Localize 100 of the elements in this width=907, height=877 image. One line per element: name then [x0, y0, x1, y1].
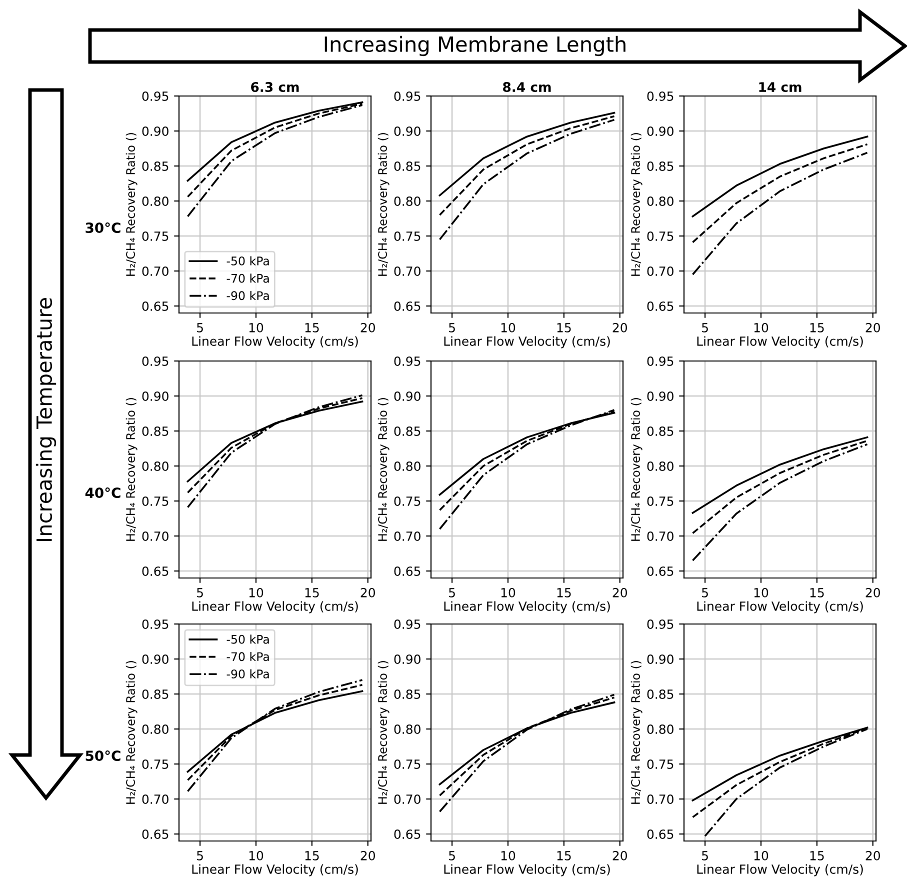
x-tick-label: 20 — [612, 322, 627, 332]
x-tick-label: 5 — [197, 323, 203, 332]
text: 40°C — [85, 487, 120, 498]
x-tick-label: 10 — [754, 850, 768, 860]
y-tick-label: 0.75 — [647, 231, 674, 241]
x-tick-label: 10 — [249, 850, 264, 860]
y-tick-label: 0.65 — [647, 829, 674, 839]
x-axis-title: Linear Flow Velocity (cm/s) — [444, 864, 610, 876]
y-tick-label: 0.90 — [142, 391, 168, 401]
x-tick-label: 15 — [305, 851, 319, 860]
y-axis-title: H₂/CH₄ Recovery Ratio () — [378, 661, 390, 804]
y-axis-title: H₂/CH₄ Recovery Ratio () — [630, 661, 642, 804]
y-tick-label: 0.70 — [142, 266, 168, 276]
x-tick-label: 10 — [501, 588, 516, 598]
y-tick-label: 0.80 — [394, 724, 420, 734]
y-tick-label: 0.85 — [394, 689, 420, 699]
y-axis-title: H₂/CH₄ Recovery Ratio () — [378, 398, 390, 541]
x-tick-label: 15 — [305, 323, 319, 332]
x-axis-title: Linear Flow Velocity (cm/s) — [192, 336, 358, 348]
text: 50°C — [86, 750, 120, 762]
legend-label: -90 kPa — [226, 669, 269, 678]
y-tick-label: 0.65 — [647, 301, 674, 311]
y-tick-label: 0.95 — [394, 619, 420, 629]
y-tick-label: 0.80 — [647, 461, 674, 471]
y-tick-label: 0.95 — [647, 356, 674, 366]
legend-label: -70 kPa — [226, 652, 269, 662]
y-tick-label: 0.95 — [142, 356, 168, 366]
x-tick-label: 5 — [702, 323, 708, 332]
y-tick-label: 0.65 — [142, 566, 168, 576]
chart-title: 6.3 cm — [251, 82, 299, 92]
y-axis-title: H₂/CH₄ Recovery Ratio () — [126, 398, 138, 541]
y-tick-label: 0.85 — [647, 689, 674, 699]
x-tick-label: 5 — [197, 851, 203, 860]
y-tick-label: 0.90 — [647, 391, 674, 401]
y-tick-label: 0.90 — [394, 654, 420, 664]
x-tick-label: 5 — [197, 588, 203, 598]
x-tick-label: 20 — [866, 588, 880, 598]
y-tick-label: 0.65 — [394, 301, 420, 311]
y-tick-label: 0.95 — [647, 619, 674, 629]
legend-label: -50 kPa — [226, 256, 269, 266]
y-tick-label: 0.75 — [394, 759, 420, 769]
y-tick-label: 0.65 — [394, 829, 420, 839]
chart-title: 14 cm — [759, 82, 802, 92]
legend-label: -90 kPa — [226, 290, 269, 300]
y-tick-label: 0.65 — [142, 829, 168, 839]
y-tick-label: 0.85 — [394, 426, 420, 436]
y-tick-label: 0.75 — [394, 231, 420, 241]
x-tick-label: 20 — [360, 322, 375, 332]
x-tick-label: 20 — [866, 850, 880, 860]
x-tick-label: 15 — [305, 588, 319, 598]
y-tick-label: 0.70 — [647, 794, 674, 804]
y-tick-label: 0.80 — [142, 196, 168, 206]
y-tick-label: 0.85 — [142, 161, 168, 171]
y-tick-label: 0.70 — [142, 794, 168, 804]
y-tick-label: 0.95 — [394, 356, 420, 366]
x-tick-label: 20 — [360, 588, 375, 598]
y-tick-label: 0.90 — [142, 126, 168, 136]
x-tick-label: 10 — [249, 588, 264, 598]
x-axis-title: Linear Flow Velocity (cm/s) — [697, 336, 863, 348]
y-tick-label: 0.95 — [394, 91, 420, 101]
y-tick-label: 0.80 — [142, 724, 168, 734]
x-tick-label: 5 — [449, 851, 455, 860]
x-axis-title: Linear Flow Velocity (cm/s) — [444, 336, 610, 348]
x-axis-title: Linear Flow Velocity (cm/s) — [697, 864, 863, 876]
y-tick-label: 0.85 — [142, 426, 168, 436]
y-tick-label: 0.90 — [142, 654, 168, 664]
y-tick-label: 0.80 — [394, 196, 420, 206]
y-tick-label: 0.85 — [142, 689, 168, 699]
legend-label: -70 kPa — [226, 274, 269, 283]
x-tick-label: 5 — [702, 588, 708, 598]
x-tick-label: 15 — [810, 323, 824, 332]
y-tick-label: 0.75 — [142, 231, 168, 241]
y-tick-label: 0.70 — [394, 794, 420, 804]
x-tick-label: 20 — [612, 850, 627, 860]
legend-label: -50 kPa — [226, 634, 269, 644]
text: Increasing Membrane Length — [324, 36, 626, 56]
y-axis-title: H₂/CH₄ Recovery Ratio () — [378, 133, 390, 276]
y-axis-title: H₂/CH₄ Recovery Ratio () — [126, 133, 138, 276]
x-tick-label: 5 — [449, 323, 455, 332]
y-tick-label: 0.80 — [142, 461, 168, 471]
x-tick-label: 15 — [557, 588, 571, 598]
y-tick-label: 0.65 — [142, 301, 168, 311]
x-tick-label: 5 — [449, 588, 455, 598]
x-tick-label: 15 — [810, 851, 824, 860]
y-tick-label: 0.85 — [394, 161, 420, 171]
y-tick-label: 0.80 — [647, 724, 674, 734]
y-tick-label: 0.95 — [142, 91, 168, 101]
y-tick-label: 0.90 — [394, 126, 420, 136]
x-tick-label: 15 — [810, 588, 824, 598]
x-tick-label: 10 — [501, 322, 516, 332]
y-tick-label: 0.85 — [647, 426, 674, 436]
x-tick-label: 20 — [612, 588, 627, 598]
y-tick-label: 0.80 — [394, 461, 420, 471]
x-axis-title: Linear Flow Velocity (cm/s) — [444, 601, 610, 614]
y-tick-label: 0.70 — [142, 531, 168, 541]
text: 30°C — [86, 222, 120, 234]
y-tick-label: 0.65 — [394, 566, 420, 576]
y-tick-label: 0.65 — [647, 566, 674, 576]
x-tick-label: 10 — [501, 850, 516, 860]
y-axis-title: H₂/CH₄ Recovery Ratio () — [126, 661, 138, 804]
